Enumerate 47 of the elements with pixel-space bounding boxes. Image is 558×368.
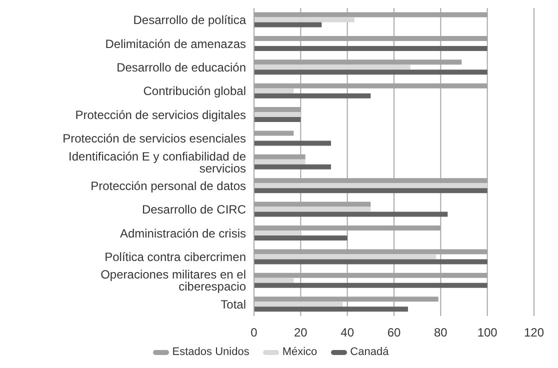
y-tick-label: Desarrollo de CIRC — [142, 202, 246, 217]
bar — [254, 117, 301, 122]
bar — [254, 278, 294, 283]
bar — [254, 46, 488, 51]
y-tick-label: Delimitación de amenazas — [105, 36, 246, 51]
bar — [254, 254, 436, 260]
y-tick-label: Desarrollo de política — [133, 13, 246, 28]
y-tick-label: Protección de servicios esenciales — [62, 132, 246, 146]
x-tick-label: 120 — [524, 326, 544, 340]
bar — [254, 64, 410, 70]
x-tick-label: 20 — [294, 326, 308, 340]
y-tick-label: Operaciones militares en el ciberespacio — [100, 268, 246, 294]
bar — [254, 17, 354, 22]
bar — [254, 164, 331, 170]
legend-label: Estados Unidos — [172, 346, 250, 358]
bar — [254, 140, 331, 146]
x-tick-label: 80 — [434, 326, 448, 340]
bar — [254, 183, 488, 188]
bar — [254, 230, 301, 236]
y-tick-label: Administración de crisis — [120, 226, 246, 240]
y-tick-label: Política contra cibercrimen — [104, 250, 246, 264]
bar — [254, 235, 348, 240]
y-tick-label: Identificación E y confiabilidad de servicios — [68, 149, 246, 176]
bar — [254, 112, 301, 118]
bar — [254, 88, 294, 94]
bar — [254, 306, 408, 312]
bar — [254, 70, 488, 75]
x-tick-label: 100 — [477, 326, 498, 340]
y-tick-label: Total — [220, 297, 246, 312]
bar — [254, 22, 322, 28]
bar — [254, 259, 488, 264]
legend-label: Canadá — [350, 346, 389, 358]
y-tick-label: Protección personal de datos — [90, 178, 246, 193]
bar — [254, 159, 306, 164]
bar — [254, 188, 488, 194]
y-tick-label: Contribución global — [143, 84, 246, 98]
y-tick-label: Protección de servicios digitales — [75, 108, 246, 122]
bar — [254, 212, 448, 217]
x-tick-label: 40 — [340, 326, 354, 340]
bar — [254, 302, 343, 307]
bar — [254, 206, 371, 212]
y-tick-label: Desarrollo de educación — [116, 60, 246, 74]
x-tick-label: 60 — [387, 326, 401, 340]
bar — [254, 282, 488, 288]
legend-label: México — [282, 346, 318, 358]
x-tick-label: 0 — [250, 326, 258, 340]
bar — [254, 93, 371, 98]
